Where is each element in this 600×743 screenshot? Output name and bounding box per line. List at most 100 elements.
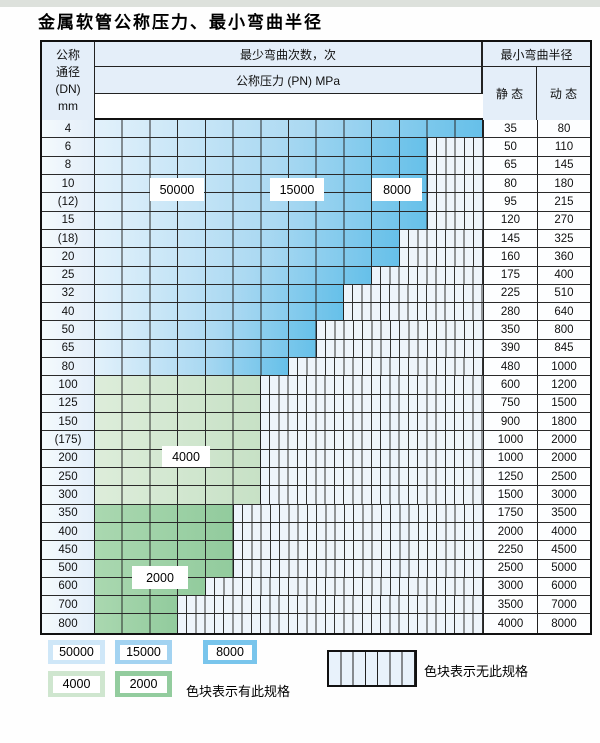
- legend-swatch-4000: 4000: [48, 671, 105, 697]
- table-row: 8 65 145: [42, 156, 590, 175]
- table-row: 40 280 640: [42, 303, 590, 322]
- table-row: 10 80 180: [42, 174, 590, 194]
- table-body: 4 35 80 6 50 110 8 65 145 10 80 180 (12) 95 215 15 120 27…: [42, 120, 590, 633]
- dynamic-radius-cell: 1000: [537, 358, 590, 376]
- dynamic-radius-cell: 145: [536, 156, 590, 174]
- legend-swatch-label: 15000: [120, 644, 167, 660]
- page-title: 金属软管公称压力、最小弯曲半径: [38, 13, 323, 33]
- no-spec-hatch: [178, 596, 483, 614]
- dn-cell: 4: [42, 120, 95, 138]
- no-spec-hatch: [205, 577, 483, 596]
- static-radius-cell: 145: [482, 229, 537, 248]
- table-row: 32 225 510: [42, 284, 590, 304]
- static-radius-cell: 95: [482, 193, 537, 211]
- no-spec-hatch: [316, 339, 483, 358]
- dn-cell: 8: [42, 156, 95, 174]
- no-spec-hatch: [427, 156, 483, 174]
- static-radius-cell: 600: [482, 376, 537, 394]
- available-spec-span: [95, 321, 317, 339]
- legend-swatch-label: 50000: [53, 644, 100, 660]
- legend-swatch-15000: 15000: [115, 640, 172, 664]
- scan-edge-strip: [0, 0, 600, 7]
- dynamic-radius-cell: 8000: [536, 614, 590, 633]
- static-radius-cell: 65: [482, 156, 537, 174]
- table-row: 6 50 110: [42, 138, 590, 157]
- static-radius-cell: 2500: [482, 559, 537, 577]
- no-spec-hatch: [233, 559, 483, 577]
- dynamic-radius-cell: 5000: [536, 559, 590, 577]
- legend-no-spec-text: 色块表示无此规格: [424, 664, 529, 679]
- legend-has-spec-text: 色块表示有此规格: [186, 684, 291, 699]
- no-spec-hatch: [261, 449, 483, 467]
- available-spec-span: [95, 376, 262, 394]
- available-spec-span: [95, 413, 262, 431]
- legend-swatch-2000: 2000: [115, 671, 172, 697]
- static-radius-cell: 160: [482, 248, 537, 266]
- available-spec-span: [95, 431, 262, 449]
- static-radius-cell: 50: [482, 138, 537, 156]
- available-spec-span: [95, 541, 234, 559]
- static-radius-cell: 2000: [482, 522, 537, 541]
- dynamic-radius-cell: 400: [536, 266, 590, 284]
- table-row: 20 160 360: [42, 248, 590, 267]
- dn-cell: 350: [42, 504, 95, 522]
- dynamic-radius-cell: 1500: [536, 394, 590, 412]
- table-row: 65 390 845: [42, 339, 590, 359]
- no-spec-hatch: [344, 303, 483, 321]
- region-label-4000: 4000: [162, 446, 210, 467]
- dn-cell: 800: [42, 614, 95, 633]
- static-radius-cell: 390: [482, 339, 537, 358]
- legend-swatch-label: 2000: [120, 675, 167, 693]
- static-radius-cell: 1000: [482, 449, 537, 467]
- table-row: 700 3500 7000: [42, 596, 590, 615]
- table-row: 600 3000 6000: [42, 577, 590, 597]
- dn-cell: (12): [42, 193, 95, 211]
- available-spec-span: [95, 467, 262, 486]
- dynamic-radius-cell: 4000: [536, 522, 590, 541]
- region-label-8000: 8000: [372, 178, 422, 201]
- available-spec-span: [95, 229, 400, 248]
- dn-cell: (18): [42, 229, 95, 248]
- static-radius-cell: 35: [483, 120, 537, 138]
- available-spec-span: [95, 504, 234, 522]
- dn-cell: 125: [42, 394, 95, 412]
- dn-cell: 6: [42, 138, 95, 156]
- static-radius-cell: 750: [482, 394, 537, 412]
- dynamic-radius-cell: 270: [536, 211, 590, 229]
- static-radius-cell: 225: [482, 284, 537, 303]
- table-row: 250 1250 2500: [42, 467, 590, 487]
- legend-swatch-label: 4000: [53, 675, 100, 693]
- dn-cell: 20: [42, 248, 95, 266]
- no-spec-hatch: [399, 229, 483, 248]
- table-row: 800 4000 8000: [42, 614, 590, 633]
- dn-cell: 10: [42, 174, 95, 193]
- available-spec-span: [95, 120, 483, 138]
- dn-cell: 600: [42, 577, 95, 596]
- no-spec-hatch: [261, 376, 483, 394]
- no-spec-hatch: [372, 266, 483, 284]
- table-row: 300 1500 3000: [42, 486, 590, 505]
- dynamic-radius-cell: 2000: [536, 449, 590, 467]
- static-radius-cell: 2250: [482, 541, 537, 559]
- dynamic-radius-cell: 800: [536, 321, 590, 339]
- dynamic-radius-cell: 3500: [536, 504, 590, 522]
- dynamic-radius-cell: 510: [536, 284, 590, 303]
- table-row: 350 1750 3500: [42, 504, 590, 523]
- dynamic-radius-cell: 3000: [536, 486, 590, 504]
- static-radius-cell: 1750: [482, 504, 537, 522]
- available-spec-span: [95, 486, 262, 504]
- dynamic-radius-cell: 845: [536, 339, 590, 358]
- no-spec-hatch: [261, 467, 483, 486]
- table-row: 25 175 400: [42, 266, 590, 285]
- no-spec-hatch: [427, 138, 483, 156]
- table-row: 450 2250 4500: [42, 541, 590, 560]
- dynamic-radius-cell: 640: [536, 303, 590, 321]
- dn-cell: (175): [42, 431, 95, 449]
- available-spec-span: [95, 394, 262, 412]
- table-row: (18) 145 325: [42, 229, 590, 249]
- static-radius-cell: 480: [483, 358, 537, 376]
- static-radius-cell: 1500: [482, 486, 537, 504]
- no-spec-hatch: [289, 358, 483, 376]
- dynamic-radius-cell: 110: [536, 138, 590, 156]
- static-radius-cell: 350: [482, 321, 537, 339]
